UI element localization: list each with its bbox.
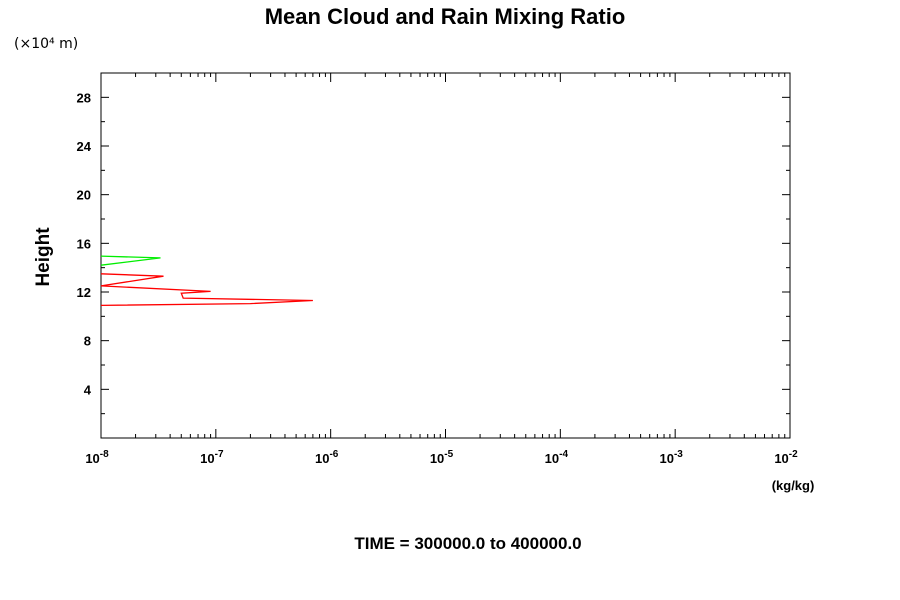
chart-title: Mean Cloud and Rain Mixing Ratio (265, 4, 626, 29)
y-tick-label: 8 (84, 334, 91, 349)
y-tick-label: 20 (77, 188, 91, 203)
minor-ticks (101, 73, 790, 438)
y-axis-label: Height (33, 227, 54, 287)
y-multiplier-label: (×10⁴ m) (14, 36, 78, 52)
time-range-annotation: TIME = 300000.0 to 400000.0 (354, 534, 581, 553)
y-tick-label: 16 (77, 236, 91, 251)
x-tick-label: 10-8 (85, 449, 109, 466)
x-tick-label: 10-6 (315, 449, 339, 466)
plot-frame (100, 72, 791, 439)
x-axis-label: (kg/kg) (772, 478, 815, 493)
x-tick-label: 10-7 (200, 449, 224, 466)
y-tick-label: 28 (77, 90, 91, 105)
series-line-2 (100, 255, 161, 266)
x-tick-label: 10-3 (659, 449, 683, 466)
y-tick-label: 12 (77, 285, 91, 300)
x-axis-ticks: 10-8 10-7 10-6 10-5 10-4 10-3 10-2 (85, 73, 798, 466)
series-line-1 (100, 273, 313, 307)
x-tick-label: 10-4 (545, 449, 569, 466)
x-tick-label: 10-5 (430, 449, 454, 466)
y-tick-label: 24 (77, 139, 92, 154)
series-layer (100, 255, 313, 307)
x-tick-label: 10-2 (774, 449, 798, 466)
y-tick-label: 4 (84, 382, 92, 397)
y-axis-ticks: 4 8 12 16 20 24 28 (77, 90, 790, 397)
